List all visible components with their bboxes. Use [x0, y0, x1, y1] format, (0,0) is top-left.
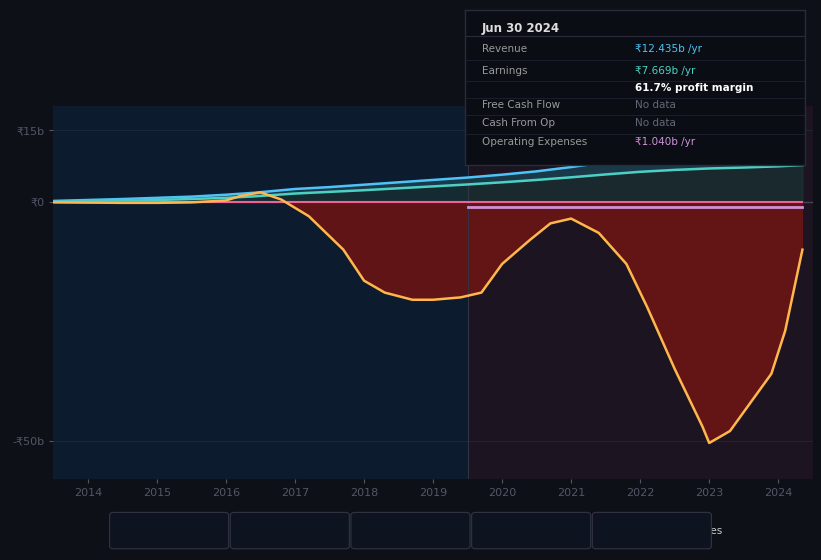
Text: Free Cash Flow: Free Cash Flow: [482, 100, 560, 110]
Text: ●: ●: [486, 526, 494, 535]
Text: Cash From Op: Cash From Op: [496, 526, 569, 535]
Text: ₹12.435b /yr: ₹12.435b /yr: [635, 44, 702, 54]
Text: 61.7% profit margin: 61.7% profit margin: [635, 83, 754, 93]
Text: Earnings: Earnings: [255, 526, 300, 535]
Text: ₹7.669b /yr: ₹7.669b /yr: [635, 66, 695, 76]
Text: Earnings: Earnings: [482, 66, 528, 76]
Text: No data: No data: [635, 100, 676, 110]
Text: Revenue: Revenue: [134, 526, 179, 535]
Text: Revenue: Revenue: [482, 44, 527, 54]
Text: ●: ●: [123, 526, 132, 535]
Text: Free Cash Flow: Free Cash Flow: [376, 526, 454, 535]
Text: ●: ●: [365, 526, 374, 535]
Text: ₹1.040b /yr: ₹1.040b /yr: [635, 137, 695, 147]
Text: Jun 30 2024: Jun 30 2024: [482, 22, 560, 35]
Text: Cash From Op: Cash From Op: [482, 119, 555, 128]
Text: Operating Expenses: Operating Expenses: [617, 526, 722, 535]
Text: ●: ●: [606, 526, 615, 535]
Text: No data: No data: [635, 119, 676, 128]
Text: ●: ●: [245, 526, 253, 535]
Bar: [468, 106, 813, 479]
Text: Operating Expenses: Operating Expenses: [482, 137, 587, 147]
